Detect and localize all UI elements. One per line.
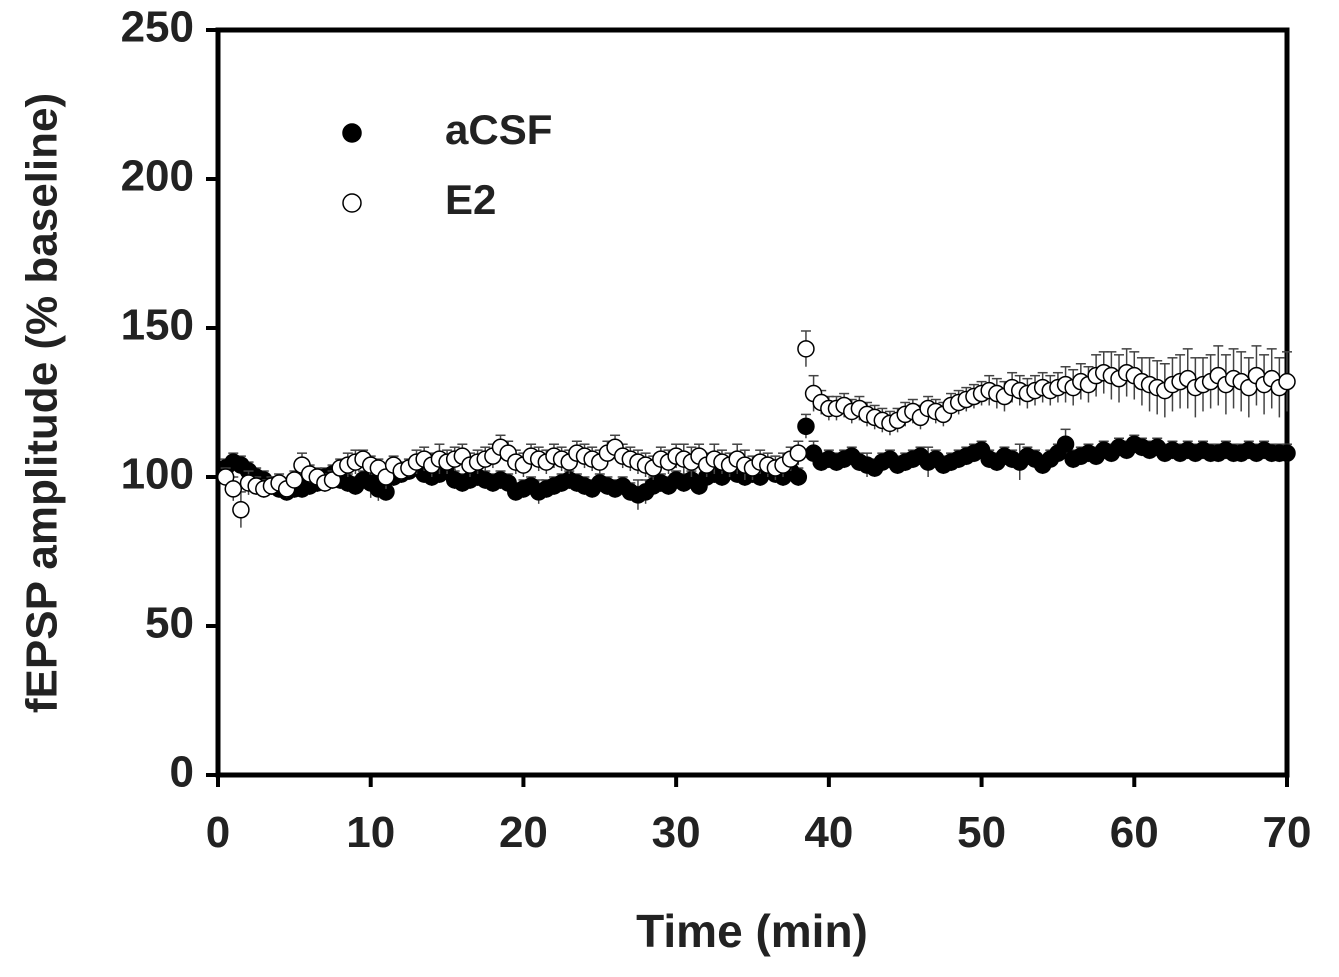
- data-point: [789, 444, 808, 462]
- x-tick-label: 70: [1263, 808, 1312, 857]
- plot-frame: [215, 27, 1290, 778]
- legend-label: E2: [445, 176, 496, 223]
- data-point: [1056, 435, 1075, 453]
- y-axis-label: fEPSP amplitude (% baseline): [18, 93, 67, 713]
- x-axis-label: Time (min): [636, 905, 868, 957]
- y-tick-label: 0: [170, 748, 194, 797]
- legend-label: aCSF: [445, 106, 552, 153]
- y-tick-label: 250: [121, 3, 194, 52]
- data-point: [1278, 372, 1296, 391]
- legend-marker: [342, 193, 362, 213]
- legend-marker: [342, 123, 362, 143]
- data-point: [797, 417, 815, 436]
- data-point: [797, 340, 815, 358]
- x-tick-label: 60: [1110, 808, 1159, 857]
- y-tick-label: 100: [121, 450, 194, 499]
- y-tick-label: 150: [121, 301, 194, 350]
- y-tick-label: 50: [145, 599, 194, 648]
- x-tick-label: 0: [206, 808, 230, 857]
- x-tick-label: 50: [957, 808, 1006, 857]
- data-point: [1278, 444, 1296, 462]
- x-tick-label: 40: [804, 808, 853, 857]
- x-tick-label: 30: [652, 808, 701, 857]
- data-point: [232, 501, 250, 519]
- data-point: [789, 468, 808, 486]
- data-point: [285, 471, 304, 489]
- y-tick-label: 200: [121, 152, 194, 201]
- data-point: [224, 480, 243, 498]
- x-tick-label: 20: [499, 808, 548, 857]
- x-tick-label: 10: [346, 808, 395, 857]
